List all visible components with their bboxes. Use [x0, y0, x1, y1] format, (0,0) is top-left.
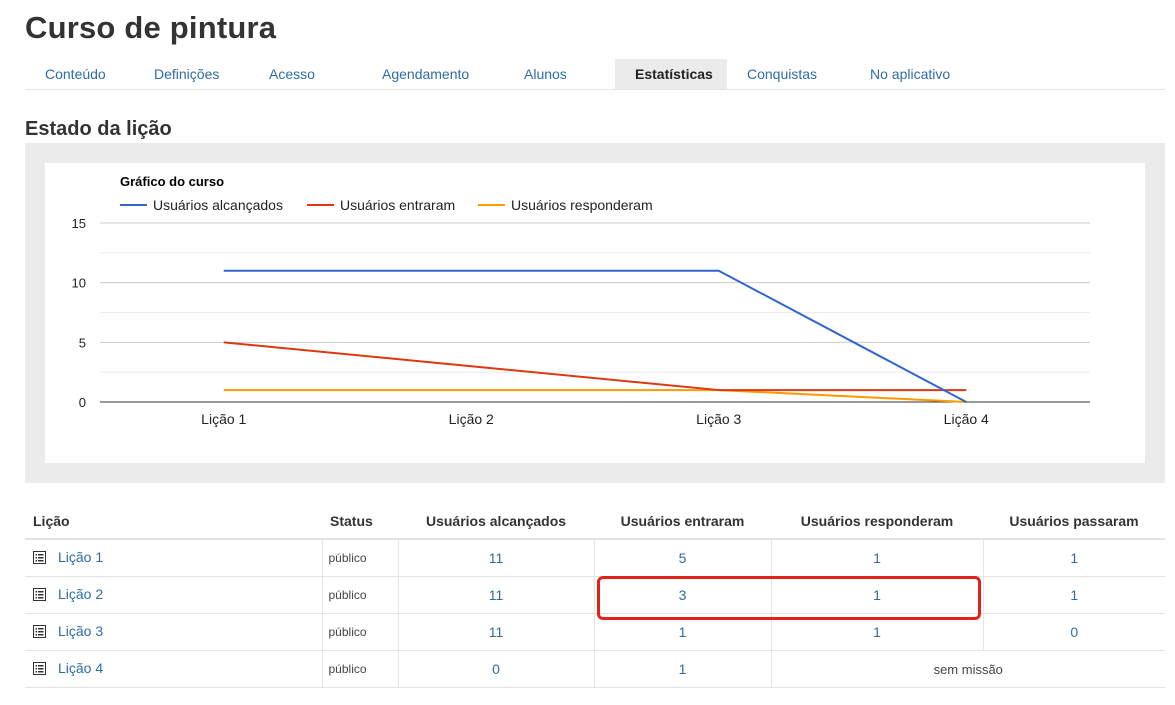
chart-card: 0 5 10 15 Lição 1 Lição 2 Lição 3 Lição 4 Gráfic… [45, 163, 1145, 463]
chart-title: Gráfico do curso [120, 174, 224, 189]
tab-definicoes[interactable]: Definições [154, 66, 220, 82]
status-cell: público [321, 613, 398, 651]
y-tick-label: 0 [79, 395, 86, 410]
tab-alunos[interactable]: Alunos [524, 66, 567, 82]
passed-link[interactable]: 1 [1070, 587, 1079, 603]
header-status: Status [322, 504, 398, 540]
y-tick-label: 15 [72, 216, 86, 231]
status-cell: público [321, 650, 398, 688]
legend-label: Usuários alcançados [153, 197, 283, 213]
answered-link[interactable]: 1 [873, 587, 881, 603]
series-line [223, 341, 967, 392]
entered-link[interactable]: 1 [678, 661, 687, 677]
document-list-icon [33, 661, 46, 678]
entered-cell: 5 [593, 539, 771, 577]
header-passed: Usuários passaram [983, 504, 1165, 540]
entered-link[interactable]: 1 [678, 624, 687, 640]
reached-link[interactable]: 11 [488, 587, 504, 603]
reached-cell: 11 [397, 539, 594, 577]
lesson-cell: Lição 1 [25, 539, 322, 577]
table-row: Lição 2 público 11 3 1 1 [25, 576, 1165, 614]
answered-link[interactable]: 1 [873, 550, 881, 566]
status-cell: público [321, 539, 398, 577]
passed-link[interactable]: 1 [1070, 550, 1079, 566]
tab-estatisticas[interactable]: Estatísticas [615, 59, 727, 89]
document-list-icon [33, 624, 46, 641]
reached-cell: 11 [397, 613, 594, 651]
table-row: Lição 3 público 11 1 1 0 [25, 613, 1165, 651]
header-answered: Usuários responderam [771, 504, 983, 540]
table-row: Lição 4 público 0 1 sem missão [25, 650, 1165, 688]
document-list-icon [33, 550, 46, 567]
entered-link[interactable]: 3 [678, 587, 687, 603]
reached-link[interactable]: 11 [488, 624, 504, 640]
section-title: Estado da lição [25, 118, 172, 140]
passed-link[interactable]: 0 [1070, 624, 1079, 640]
status-cell: público [321, 576, 398, 614]
x-tick-label: Lição 2 [449, 411, 494, 427]
tab-acesso[interactable]: Acesso [269, 66, 315, 82]
answered-cell: 1 [770, 576, 983, 614]
lesson-cell: Lição 2 [25, 576, 322, 614]
lesson-link[interactable]: Lição 2 [58, 586, 104, 603]
highlight-annotation [597, 576, 981, 620]
page-title: Curso de pintura [25, 10, 277, 45]
entered-cell: 1 [593, 650, 771, 688]
reached-cell: 0 [397, 650, 594, 688]
tab-conteudo[interactable]: Conteúdo [45, 66, 106, 82]
passed-cell: 1 [982, 539, 1165, 577]
answered-cell: 1 [770, 539, 983, 577]
answered-link[interactable]: 1 [873, 624, 881, 640]
x-tick-label: Lição 1 [201, 411, 246, 427]
y-tick-label: 10 [72, 276, 86, 291]
tab-bar: Conteúdo Definições Acesso Agendamento A… [25, 59, 1165, 90]
series-line [223, 269, 967, 403]
no-quest-text: sem missão [933, 662, 1003, 677]
table-header-row: Lição Status Usuários alcançados Usuário… [25, 504, 1165, 540]
chart-panel: 0 5 10 15 Lição 1 Lição 2 Lição 3 Lição 4 Gráfic… [25, 143, 1165, 483]
table-row: Lição 1 público 11 5 1 1 [25, 539, 1165, 577]
tab-conquistas[interactable]: Conquistas [747, 66, 818, 82]
reached-link[interactable]: 11 [488, 550, 504, 566]
entered-link[interactable]: 5 [678, 550, 687, 566]
lesson-cell: Lição 3 [25, 613, 322, 651]
x-tick-label: Lição 4 [944, 411, 989, 427]
lesson-cell: Lição 4 [25, 650, 322, 688]
legend-label: Usuários entraram [340, 197, 455, 213]
course-chart: 0 5 10 15 Lição 1 Lição 2 Lição 3 Lição 4 Gráfic… [72, 174, 1090, 427]
legend-label: Usuários responderam [511, 197, 653, 213]
x-tick-label: Lição 3 [696, 411, 741, 427]
no-quest-cell: sem missão [770, 650, 1165, 688]
header-reached: Usuários alcançados [398, 504, 594, 540]
lesson-link[interactable]: Lição 3 [58, 623, 104, 640]
y-tick-label: 5 [79, 335, 86, 350]
tab-agendamento[interactable]: Agendamento [382, 66, 470, 82]
series-line [223, 389, 967, 403]
passed-cell: 0 [982, 613, 1165, 651]
entered-cell: 3 [593, 576, 771, 614]
lesson-stats-table: Lição Status Usuários alcançados Usuário… [25, 504, 1165, 688]
lesson-link[interactable]: Lição 4 [58, 660, 104, 677]
tab-no-aplicativo[interactable]: No aplicativo [870, 66, 951, 82]
reached-cell: 11 [397, 576, 594, 614]
document-list-icon [33, 587, 46, 604]
lesson-link[interactable]: Lição 1 [58, 549, 104, 566]
passed-cell: 1 [982, 576, 1165, 614]
header-entered: Usuários entraram [594, 504, 771, 540]
header-lesson: Lição [25, 504, 322, 540]
reached-link[interactable]: 0 [492, 661, 500, 677]
